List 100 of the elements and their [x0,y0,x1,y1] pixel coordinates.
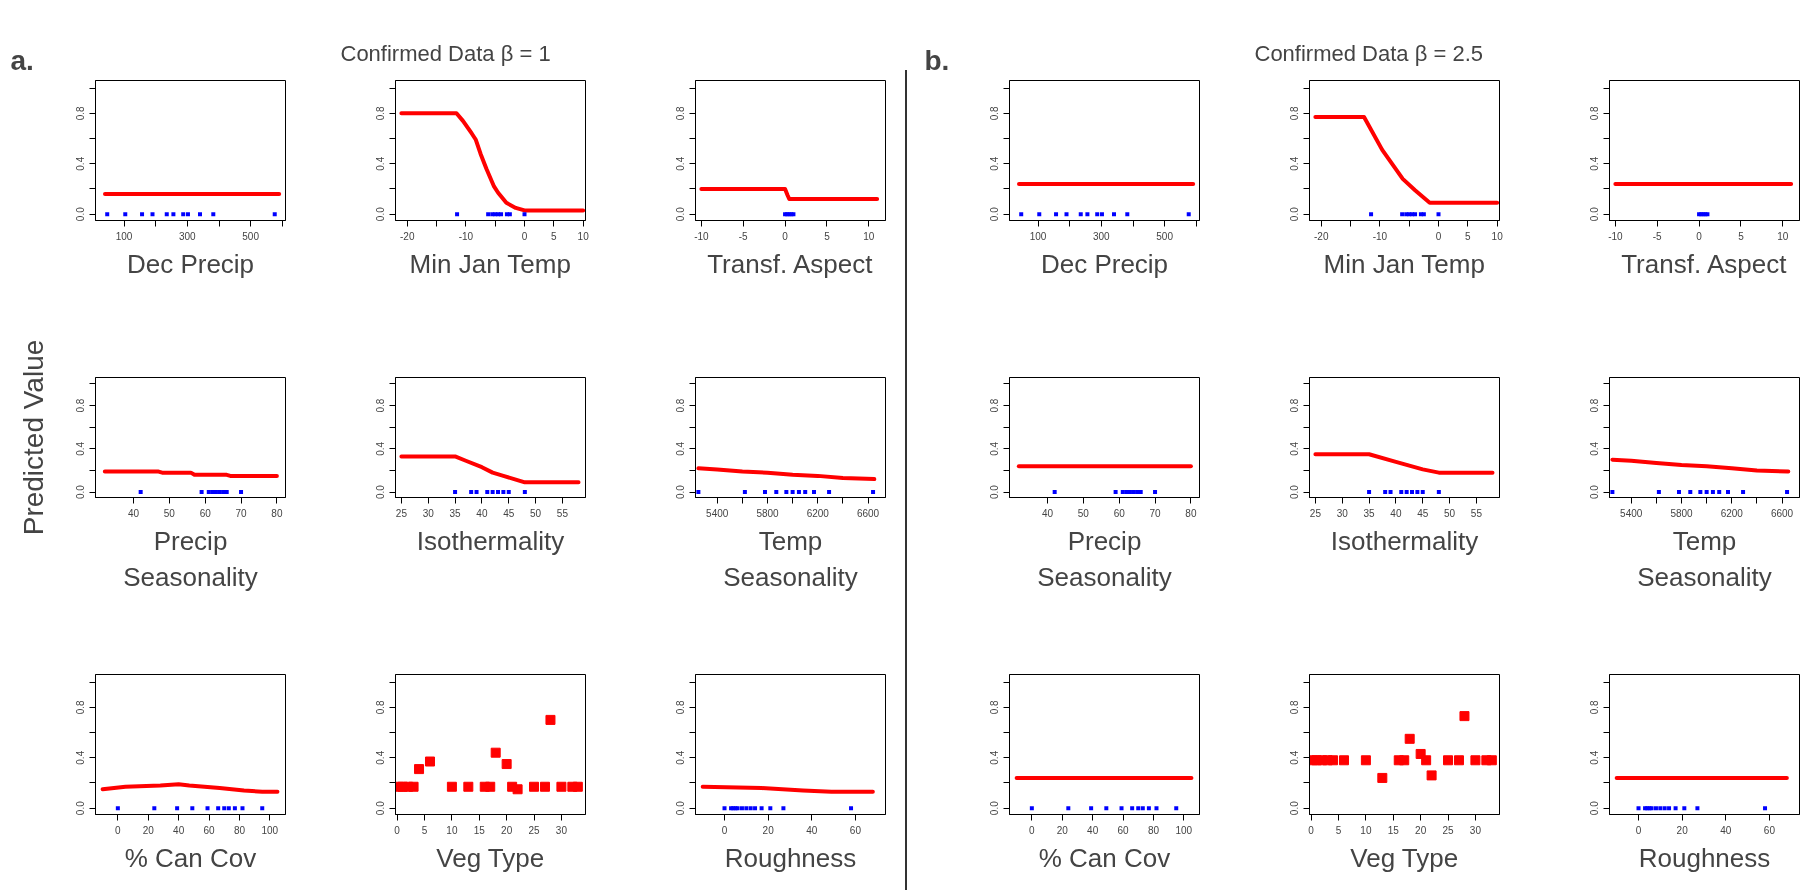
point [1404,733,1415,744]
x-tick-label: 5 [421,824,428,836]
y-tick-label: 0.0 [1289,484,1301,500]
y-tick-label: 0.8 [675,699,687,715]
x-tick-label: 5 [824,230,831,242]
y-tick-label: 0.4 [1589,750,1601,765]
x-tick-label: 70 [1149,507,1162,519]
y-tick-label: 0.8 [675,105,687,121]
x-tick-label: 30 [1336,507,1349,519]
x-tick-label: -10 [458,230,474,242]
text: a. [10,44,34,76]
x-axis-title: % Can Cov [1038,842,1171,873]
x-tick-label: 25 [528,824,541,836]
y-tick-label: 0.4 [375,156,387,171]
x-axis-title: Dec Precip [1040,248,1169,279]
x-tick-label: 10 [863,230,875,242]
x-tick-label: 60 [849,824,862,836]
y-tick-label: 0.8 [1289,398,1301,413]
x-tick-label: 10 [446,824,458,836]
x-tick-label: 0 [115,824,122,836]
point [463,781,474,792]
y-tick-label: 0.4 [1289,750,1301,765]
x-tick-label: 0 [394,824,401,836]
x-tick-label: -20 [1314,230,1329,242]
y-tick-label: 0.8 [1589,105,1601,121]
point [501,759,512,770]
x-tick-label: -10 [1372,230,1388,242]
x-axis-title: Precip Seasonality [1037,525,1172,592]
line-series [696,466,877,482]
x-tick-label: 10 [1777,230,1789,242]
y-tick-label: 0.0 [375,206,387,222]
x-tick-label: 0 [1696,230,1703,242]
y-tick-label: 0.4 [1289,156,1301,171]
y-tick-label: 0.0 [675,800,687,816]
point [1486,755,1497,766]
x-tick-label: 80 [1147,824,1160,836]
x-tick-label: 55 [556,507,569,519]
x-tick-label: 30 [1469,824,1482,836]
x-tick-label: 6600 [856,507,880,519]
x-tick-label: 40 [173,824,185,836]
x-tick-label: 60 [1763,824,1776,836]
line-series [1610,457,1791,474]
line-series [100,782,280,794]
x-tick-label: 6600 [1770,507,1794,519]
x-tick-label: 300 [178,230,197,242]
chart-title: Confirmed Data β = 1 [340,40,551,66]
x-tick-label: 50 [163,507,176,519]
x-tick-label: -5 [738,230,749,242]
y-tick-label: 0.4 [75,156,87,171]
point [529,781,540,792]
y-tick-label: 0.8 [1289,699,1301,715]
y-tick-label: 0.8 [375,699,387,715]
y-tick-label: 0.0 [1589,206,1601,222]
x-tick-label: 50 [1444,507,1456,519]
x-axis-title: Transf. Aspect [707,248,874,279]
y-tick-label: 0.4 [75,441,87,456]
point [1453,755,1464,766]
y-tick-label: 0.0 [675,484,687,500]
x-axis-title: Roughness [724,842,857,873]
y-tick-label: 0.4 [675,156,687,171]
y-axis-title: Predicted Value [17,339,49,536]
y-tick-label: 0.0 [1289,206,1301,222]
x-tick-label: 0 [1635,824,1642,836]
x-tick-label: 60 [1117,824,1130,836]
x-tick-label: 70 [235,507,248,519]
x-tick-label: 5 [1465,230,1472,242]
x-tick-label: 20 [142,824,155,836]
y-tick-label: 0.4 [989,441,1001,456]
x-tick-label: 0 [1308,824,1315,836]
x-tick-label: 35 [1363,507,1376,519]
x-tick-label: 5 [551,230,558,242]
x-tick-label: 20 [1056,824,1069,836]
y-tick-label: 0.8 [1589,398,1601,413]
point [446,781,457,792]
point [545,714,556,725]
y-tick-label: 0.0 [675,206,687,222]
y-tick-label: 0.8 [375,105,387,121]
point [1470,755,1481,766]
x-tick-label: 20 [1415,824,1427,836]
x-axis-title: Dec Precip [126,248,255,279]
y-tick-label: 0.0 [75,206,87,222]
x-axis-title: Roughness [1638,842,1771,873]
y-tick-label: 0.4 [75,750,87,765]
y-tick-label: 0.4 [989,156,1001,171]
y-tick-label: 0.0 [75,484,87,500]
x-axis-title: Min Jan Temp [409,248,571,279]
x-tick-label: -10 [694,230,710,242]
x-tick-label: 60 [1113,507,1126,519]
point [1426,770,1437,781]
y-tick-label: 0.4 [675,750,687,765]
x-tick-label: 35 [449,507,462,519]
point [512,784,523,795]
point [414,764,425,775]
x-tick-label: 40 [1041,507,1054,519]
y-tick-label: 0.0 [989,206,1001,222]
x-tick-label: -5 [1652,230,1663,242]
y-tick-label: 0.8 [989,699,1001,715]
x-tick-label: 80 [1185,507,1197,519]
y-tick-label: 0.8 [989,398,1001,413]
point [1459,711,1470,722]
